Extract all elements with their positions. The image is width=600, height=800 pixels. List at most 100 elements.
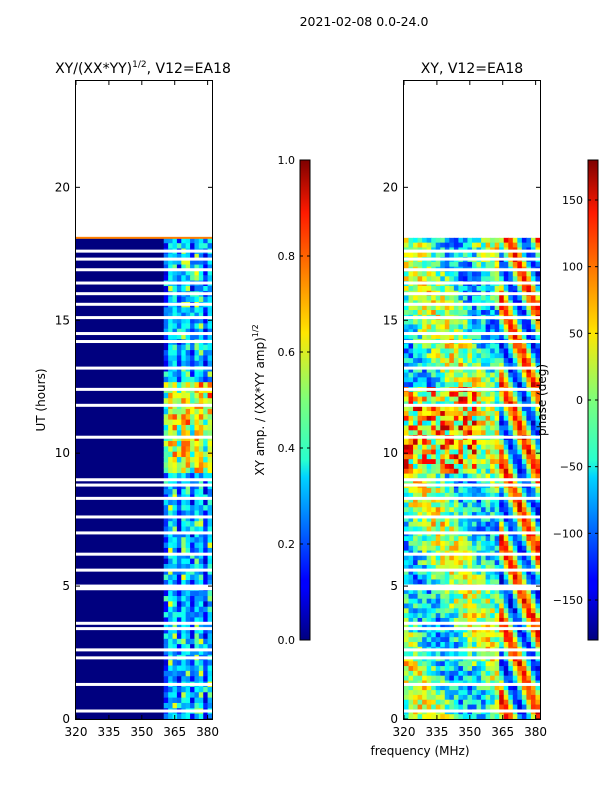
phase-gap: [404, 515, 540, 519]
phase-cell: [435, 627, 441, 633]
phase-cell: [453, 439, 459, 446]
phase-cell: [481, 627, 487, 633]
phase-cell: [417, 367, 423, 374]
amplitude-cell: [194, 350, 200, 357]
phase-cell: [462, 324, 469, 330]
phase-cell: [503, 444, 509, 451]
phase-cell: [494, 714, 500, 719]
phase-cell: [481, 598, 487, 605]
phase-cell: [413, 675, 419, 682]
phase-cell: [422, 666, 428, 672]
phase-cell: [530, 608, 537, 614]
phase-cell: [481, 319, 487, 326]
phase-cell: [472, 512, 478, 518]
phase-cell: [417, 430, 423, 436]
phase-cell: [435, 324, 441, 330]
phase-cell: [449, 516, 455, 523]
amplitude-cell: [190, 526, 196, 533]
phase-cell: [404, 372, 410, 378]
phase-cell: [530, 430, 537, 436]
phase-cell: [453, 252, 459, 258]
phase-cell: [422, 670, 428, 677]
phase-cell: [499, 651, 505, 658]
amplitude-cell: [172, 590, 178, 597]
phase-cell: [413, 627, 419, 633]
amplitude-cell: [198, 419, 204, 426]
phase-cell: [422, 675, 428, 682]
phase-cell: [462, 545, 469, 552]
phase-cell: [444, 348, 450, 354]
amplitude-cell: [176, 510, 182, 517]
amplitude-gap: [76, 627, 212, 631]
phase-cell: [490, 589, 496, 595]
amplitude-cell: [198, 563, 204, 570]
amplitude-cell: [203, 521, 209, 528]
phase-cell: [476, 642, 482, 648]
phase-cell: [462, 670, 469, 677]
phase-cell: [472, 439, 478, 446]
phase-cell: [444, 449, 450, 455]
phase-cell: [499, 627, 505, 633]
phase-cell: [503, 348, 509, 354]
phase-cell: [476, 449, 482, 455]
phase-cell: [512, 690, 518, 696]
phase-cell: [494, 488, 500, 494]
phase-cell: [431, 598, 437, 605]
phase-cell: [444, 276, 450, 282]
amplitude-cell: [203, 344, 209, 351]
phase-cell: [485, 406, 491, 412]
phase-cell: [476, 492, 482, 499]
phase-cell: [458, 430, 464, 436]
phase-cell: [476, 343, 482, 350]
amplitude-cell: [207, 446, 212, 453]
phase-cell: [508, 449, 514, 455]
phase-cell: [449, 555, 455, 561]
phase-cell: [499, 411, 505, 417]
amplitude-cell: [181, 628, 187, 635]
phase-cell: [426, 685, 432, 691]
phase-cell: [494, 666, 500, 672]
phase-cell: [467, 642, 473, 648]
amplitude-cell: [168, 601, 174, 608]
phase-cell: [435, 319, 441, 326]
amplitude-cell: [176, 515, 182, 522]
amplitude-cell: [190, 702, 196, 709]
phase-cell: [512, 666, 518, 672]
phase-cell: [404, 521, 410, 528]
phase-cell: [508, 603, 514, 609]
phase-cell: [449, 305, 455, 311]
phase-cell: [426, 348, 432, 354]
phase-cell: [431, 276, 437, 282]
amplitude-cell: [207, 692, 212, 699]
phase-cell: [494, 334, 500, 340]
amplitude-cell: [185, 344, 191, 351]
phase-cell: [490, 502, 496, 508]
phase-cell: [449, 593, 455, 600]
phase-cell: [503, 502, 509, 508]
phase-cell: [431, 305, 437, 311]
amplitude-cell: [198, 547, 204, 554]
phase-cell: [408, 521, 414, 528]
phase-cell: [449, 237, 455, 244]
phase-cell: [494, 627, 500, 633]
phase-cell: [462, 285, 469, 292]
phase-cell: [453, 492, 459, 499]
phase-cell: [512, 497, 518, 504]
phase-cell: [481, 406, 487, 412]
phase-cell: [512, 694, 518, 701]
amplitude-cell: [190, 686, 196, 693]
phase-cell: [490, 411, 496, 417]
amplitude-cell: [181, 269, 187, 276]
phase-cell: [530, 242, 537, 249]
amplitude-cell: [203, 580, 209, 586]
phase-cell: [521, 627, 527, 633]
phase-cell: [530, 536, 537, 542]
amplitude-cell: [172, 526, 178, 533]
phase-cell: [444, 608, 450, 614]
phase-cell: [526, 271, 532, 277]
amplitude-cell: [172, 569, 178, 576]
phase-cell: [517, 362, 523, 369]
phase-cell: [526, 449, 532, 455]
phase-cell: [422, 261, 428, 268]
phase-cell: [413, 565, 419, 571]
